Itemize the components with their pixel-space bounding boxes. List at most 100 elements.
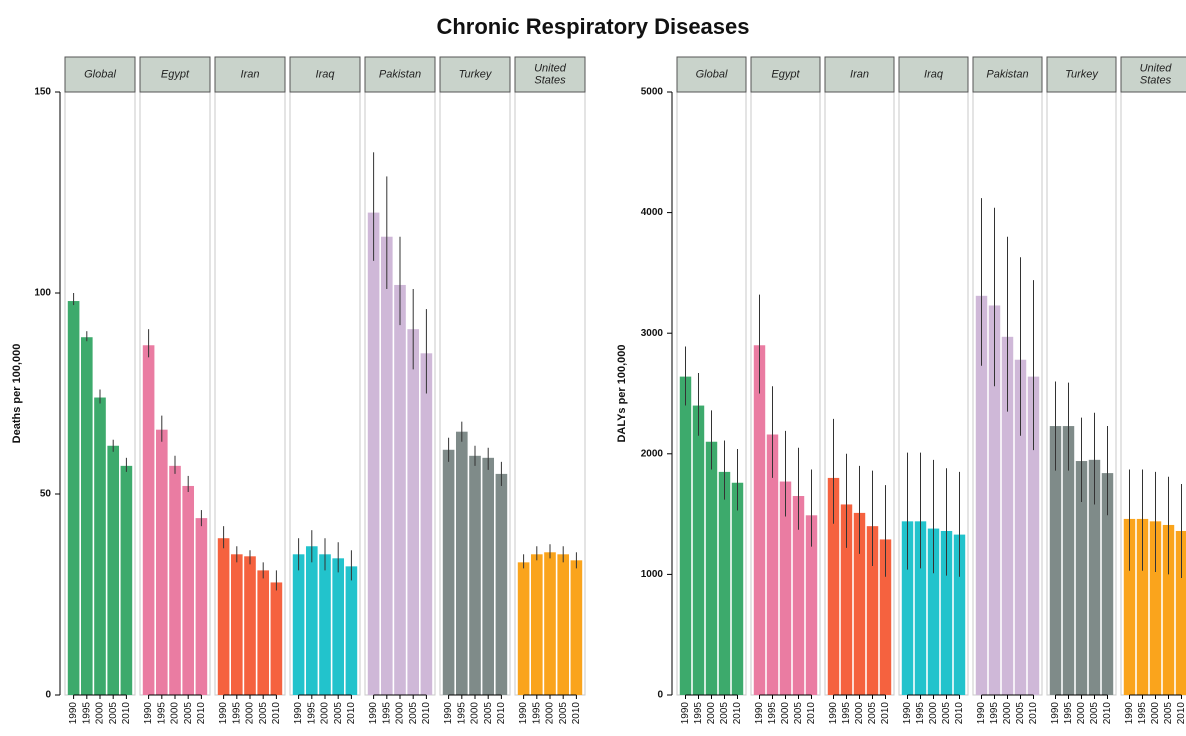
bar [469, 455, 481, 695]
bar [1049, 426, 1062, 695]
x-tick-label: 1995 [693, 702, 704, 725]
x-tick-label: 2005 [258, 702, 269, 725]
bar [80, 337, 93, 695]
strip-label: Iraq [316, 68, 336, 80]
bar [927, 528, 940, 695]
strip-label: Pakistan [379, 68, 421, 80]
x-tick-label: 2005 [333, 702, 344, 725]
x-tick-label: 2000 [470, 702, 481, 725]
bar [244, 556, 256, 695]
x-tick-label: 2000 [1150, 702, 1161, 725]
bar [107, 445, 120, 695]
strip-label: Iraq [924, 68, 944, 80]
x-tick-label: 2000 [1076, 702, 1087, 725]
bar [1101, 473, 1114, 695]
bar [940, 530, 953, 695]
bar [257, 570, 270, 695]
x-tick-label: 2000 [1002, 702, 1013, 725]
x-tick-label: 1990 [368, 702, 379, 725]
x-tick-label: 2000 [545, 702, 556, 725]
strip [676, 56, 747, 93]
y-tick-label: 50 [40, 489, 52, 500]
strip-label: Turkey [1065, 68, 1099, 80]
bar [705, 441, 718, 695]
x-tick-label: 1995 [381, 702, 392, 725]
x-tick-label: 2000 [395, 702, 406, 725]
bar [901, 521, 914, 695]
x-tick-label: 1990 [218, 702, 229, 725]
x-tick-label: 1995 [156, 702, 167, 725]
bar [692, 405, 705, 695]
bar [827, 477, 840, 695]
x-tick-label: 2000 [95, 702, 106, 725]
x-tick-label: 1995 [915, 702, 926, 725]
x-tick-label: 1995 [306, 702, 317, 725]
strip [364, 56, 436, 93]
bar [975, 295, 988, 695]
x-tick-label: 1990 [143, 702, 154, 725]
strip-label: United States [1140, 62, 1173, 86]
bar [753, 345, 766, 695]
bar [679, 376, 692, 695]
x-tick-label: 2010 [496, 702, 507, 725]
bar [142, 345, 155, 695]
strip-label: United States [534, 62, 567, 86]
bar [270, 582, 283, 695]
x-tick-label: 1990 [518, 702, 529, 725]
strip [514, 56, 586, 93]
x-tick-label: 2005 [719, 702, 730, 725]
bar [792, 496, 805, 695]
y-axis-title: Deaths per 100,000 [11, 344, 23, 444]
strip [439, 56, 511, 93]
x-tick-label: 2010 [196, 702, 207, 725]
x-tick-label: 1995 [81, 702, 92, 725]
x-tick-label: 2010 [121, 702, 132, 725]
bar [455, 431, 468, 695]
x-tick-label: 1990 [680, 702, 691, 725]
x-tick-label: 2010 [571, 702, 582, 725]
x-tick-label: 1990 [68, 702, 79, 725]
x-tick-label: 1990 [443, 702, 454, 725]
bar [292, 554, 305, 695]
bar [1014, 359, 1027, 695]
bar [217, 538, 230, 695]
x-tick-label: 2005 [867, 702, 878, 725]
x-tick-label: 2010 [880, 702, 891, 725]
x-tick-label: 2000 [170, 702, 181, 725]
x-tick-label: 1990 [1124, 702, 1135, 725]
bar [345, 566, 358, 695]
bar [766, 434, 779, 695]
bar [1088, 459, 1101, 695]
x-tick-label: 2000 [928, 702, 939, 725]
bar [367, 212, 380, 695]
bar [380, 236, 393, 695]
strip-label: Iran [241, 68, 260, 80]
strip [750, 56, 821, 93]
bar [914, 521, 927, 695]
strip [289, 56, 361, 93]
x-tick-label: 1995 [841, 702, 852, 725]
x-tick-label: 2010 [1028, 702, 1039, 725]
bar [1001, 336, 1014, 695]
x-tick-label: 1990 [293, 702, 304, 725]
bar [182, 485, 195, 695]
strip-label: Egypt [771, 68, 800, 80]
x-tick-label: 2010 [806, 702, 817, 725]
x-tick-label: 2000 [780, 702, 791, 725]
bar [544, 552, 556, 695]
y-tick-label: 100 [34, 288, 51, 299]
bar [530, 554, 543, 695]
x-tick-label: 1990 [1050, 702, 1061, 725]
bar [1175, 530, 1186, 695]
y-tick-label: 150 [34, 87, 51, 98]
y-tick-label: 4000 [641, 207, 664, 218]
x-tick-label: 1995 [989, 702, 1000, 725]
x-tick-label: 2010 [954, 702, 965, 725]
x-tick-label: 2005 [1015, 702, 1026, 725]
bar [718, 471, 731, 695]
bar [988, 305, 1001, 695]
bar [120, 465, 133, 695]
x-tick-label: 1995 [456, 702, 467, 725]
x-tick-label: 1995 [767, 702, 778, 725]
